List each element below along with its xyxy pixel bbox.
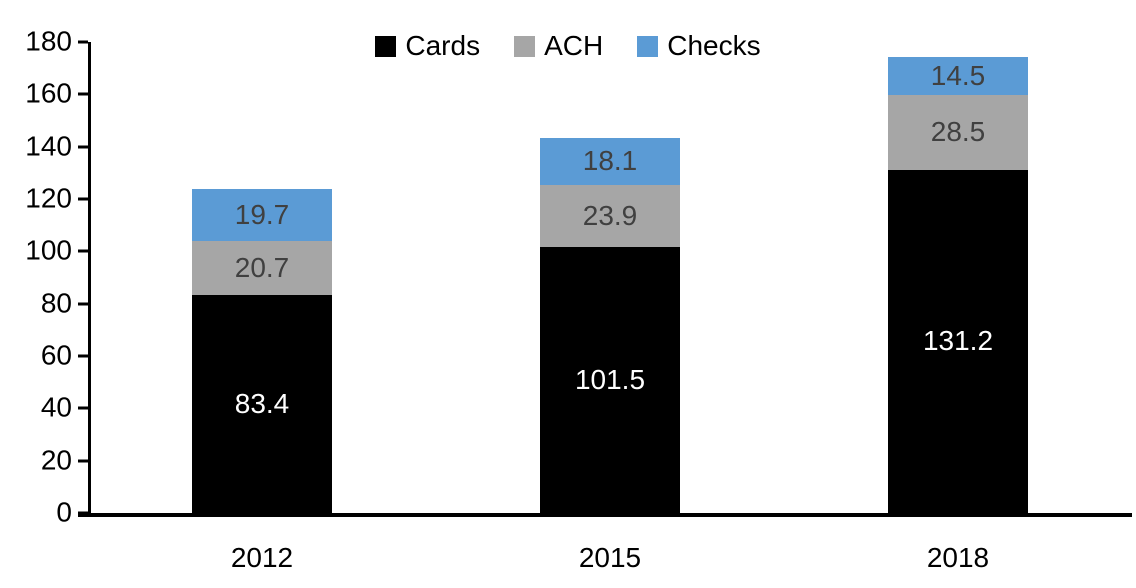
y-axis-tick <box>78 249 88 253</box>
y-axis-tick <box>78 145 88 149</box>
y-axis-tick-label: 120 <box>25 182 72 214</box>
chart-legend: Cards ACH Checks <box>0 32 1136 60</box>
data-label: 19.7 <box>234 198 290 230</box>
y-axis-line <box>88 42 91 517</box>
y-axis-tick-label: 140 <box>25 130 72 162</box>
data-label: 101.5 <box>574 364 646 396</box>
data-label: 18.1 <box>582 145 638 177</box>
legend-swatch-icon <box>637 35 659 57</box>
legend-label: ACH <box>544 30 604 61</box>
y-axis-tick-label: 100 <box>25 234 72 266</box>
y-axis-tick <box>78 354 88 358</box>
data-label: 28.5 <box>930 116 986 148</box>
y-axis-tick <box>78 197 88 201</box>
data-label: 131.2 <box>922 325 994 357</box>
data-label: 23.9 <box>582 200 638 232</box>
bar-segment-checks-2015 <box>540 137 680 185</box>
y-axis-tick-label: 60 <box>40 339 72 371</box>
y-axis-tick <box>78 40 88 44</box>
y-axis-tick-label: 80 <box>40 287 72 319</box>
y-axis-tick <box>78 92 88 96</box>
x-axis-category-label: 2012 <box>230 542 294 573</box>
y-axis-tick <box>78 459 88 463</box>
y-axis-tick-label: 0 <box>56 496 72 528</box>
legend-swatch-icon <box>375 35 397 57</box>
bar-segment-cards-2015 <box>540 247 680 513</box>
legend-item-cards: Cards <box>375 32 480 60</box>
bar-segment-ach-2015 <box>540 184 680 248</box>
y-axis-tick-label: 40 <box>40 391 72 423</box>
legend-label: Checks <box>667 30 761 61</box>
data-label: 83.4 <box>234 387 290 419</box>
data-label: 20.7 <box>234 251 290 283</box>
y-axis-tick-label: 180 <box>25 25 72 57</box>
x-axis-category-label: 2015 <box>578 542 642 573</box>
y-axis-tick <box>78 302 88 306</box>
y-axis-tick-label: 20 <box>40 444 72 476</box>
legend-item-ach: ACH <box>514 32 603 60</box>
bar-segment-ach-2012 <box>192 240 332 295</box>
bar-segment-ach-2018 <box>888 95 1028 170</box>
y-axis-tick-label: 160 <box>25 77 72 109</box>
x-axis-line <box>78 513 1132 517</box>
bar-segment-cards-2018 <box>888 169 1028 513</box>
legend-label: Cards <box>405 30 481 61</box>
data-label: 14.5 <box>930 60 986 92</box>
legend-swatch-icon <box>514 35 536 57</box>
y-axis-tick <box>78 406 88 410</box>
bar-segment-cards-2012 <box>192 294 332 513</box>
x-axis-category-label: 2018 <box>926 542 990 573</box>
legend-item-checks: Checks <box>637 30 761 61</box>
bar-segment-checks-2012 <box>192 189 332 241</box>
bar-segment-checks-2018 <box>888 57 1028 96</box>
